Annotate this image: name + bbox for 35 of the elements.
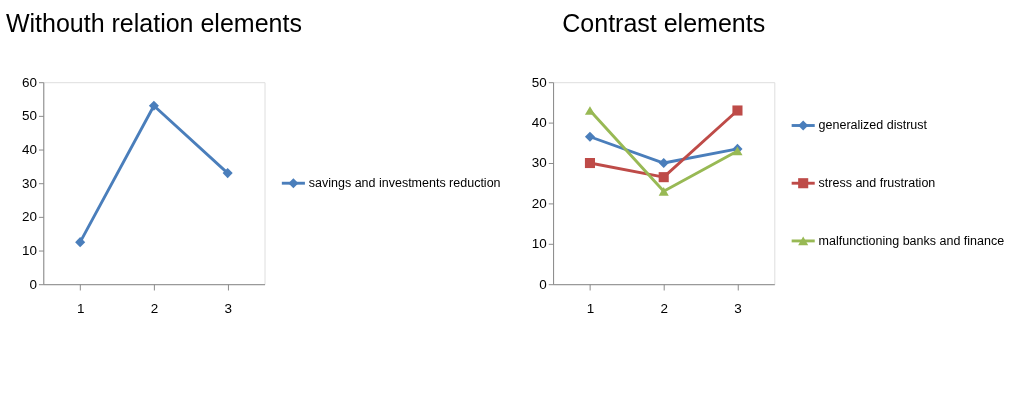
- x-tick-label: 1: [76, 300, 85, 316]
- chart-title: Withouth relation elements: [5, 9, 302, 38]
- point: [148, 100, 159, 111]
- point: [584, 157, 596, 169]
- legend-label: generalized distrust: [818, 118, 928, 133]
- point: [658, 172, 669, 183]
- legend-label: savings and investments reduction: [308, 176, 501, 191]
- x-tick-label: 3: [734, 300, 742, 316]
- point: [75, 237, 86, 248]
- x-tick-label: 2: [660, 300, 668, 316]
- y-tick-label: 0: [29, 276, 38, 292]
- y-tick-label: 0: [539, 276, 547, 292]
- y-tick-label: 20: [531, 195, 547, 211]
- legend-label: malfunctioning banks and finance: [818, 233, 1005, 248]
- y-tick-label: 30: [22, 175, 38, 191]
- point: [584, 131, 596, 142]
- point: [658, 157, 669, 169]
- x-tick-label: 2: [150, 300, 159, 316]
- y-tick-label: 40: [531, 114, 547, 130]
- y-tick-label: 30: [531, 155, 547, 171]
- y-tick-label: 40: [22, 141, 38, 157]
- y-tick-label: 50: [22, 108, 38, 124]
- legend-label: stress and frustration: [818, 176, 936, 191]
- y-tick-label: 10: [22, 242, 38, 258]
- point: [658, 186, 669, 196]
- y-tick-label: 60: [22, 74, 38, 90]
- point: [584, 106, 596, 115]
- y-tick-label: 10: [531, 236, 547, 252]
- point: [222, 168, 233, 179]
- chart-title: Contrast elements: [562, 9, 766, 38]
- y-tick-label: 20: [22, 209, 38, 225]
- x-tick-label: 1: [586, 300, 595, 316]
- y-tick-label: 50: [531, 74, 547, 90]
- point: [732, 105, 743, 116]
- x-tick-label: 3: [224, 300, 232, 316]
